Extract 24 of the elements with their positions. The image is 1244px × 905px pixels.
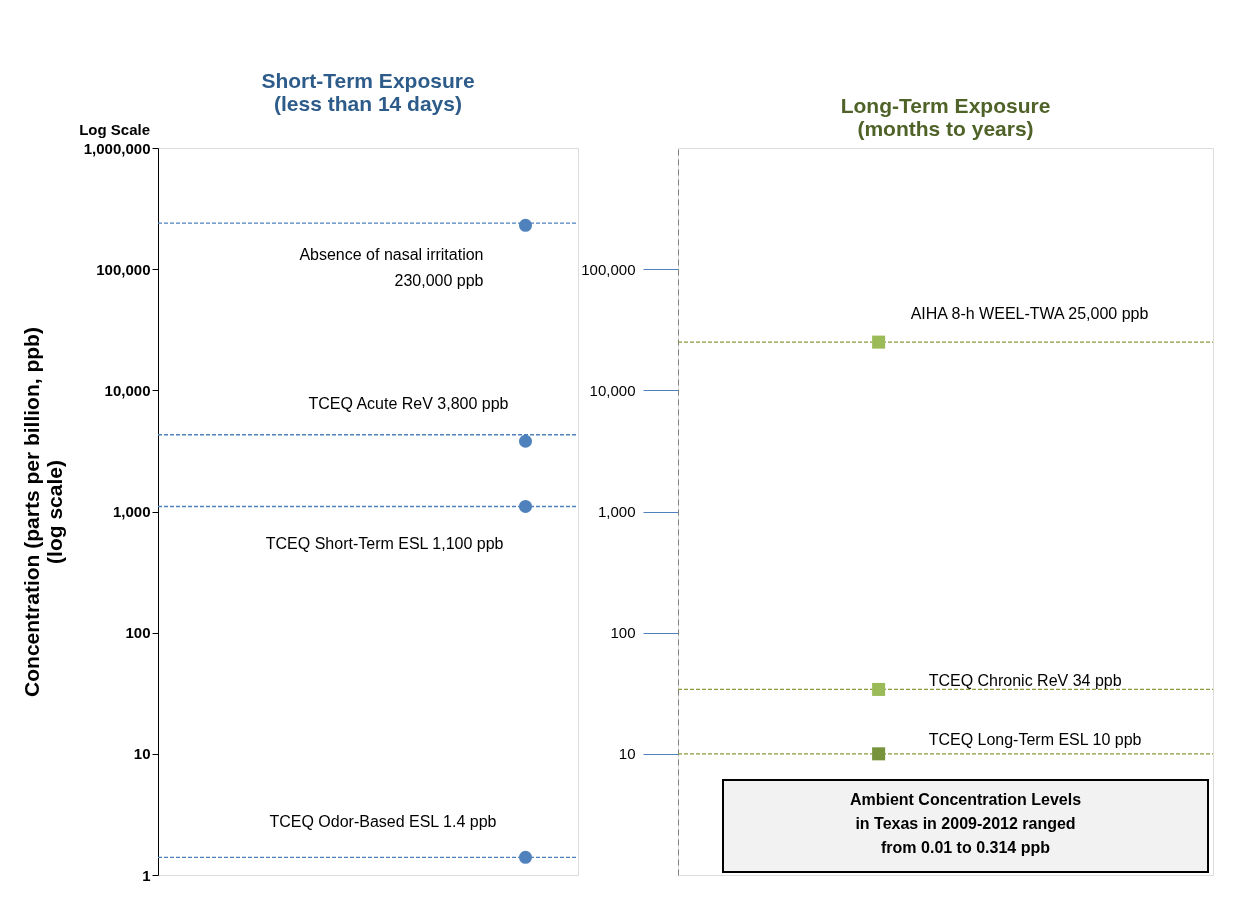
annotation: Ambient Concentration Levels in Texas in 2009-2012 ranged from 0.01 to 0.314 ppb bbox=[849, 791, 1082, 856]
y-tick-label: 1,000,000 bbox=[83, 139, 151, 157]
y-tick-label: 10 bbox=[133, 745, 151, 763]
y-tick-label: 1,000 bbox=[597, 503, 636, 520]
y-tick-label: 1 bbox=[142, 866, 151, 884]
y-tick-label: 100,000 bbox=[96, 260, 151, 278]
y-tick-label: 100,000 bbox=[581, 260, 636, 278]
y-tick-label: 100 bbox=[610, 624, 636, 642]
text: TCEQ Chronic ReV 34 ppb bbox=[928, 672, 1122, 690]
y-axis-title: Concentration (parts per billion, ppb) (log scale) bbox=[19, 327, 66, 697]
text: TCEQ Odor-Based ESL 1.4 ppb bbox=[269, 813, 497, 831]
series-label: TCEQ Short-Term ESL 1,100 ppb bbox=[265, 535, 504, 553]
y-tick-label: 10,000 bbox=[589, 381, 636, 399]
text: Log Scale bbox=[79, 121, 150, 138]
y-tick-label: 1,000 bbox=[112, 503, 151, 520]
chart-title: Long-Term Exposure (months to years) bbox=[840, 94, 1051, 140]
series-label: TCEQ Acute ReV 3,800 ppb bbox=[308, 395, 509, 413]
y-tick-label: 10 bbox=[618, 745, 636, 763]
y-tick-label: 10,000 bbox=[104, 381, 151, 399]
text: TCEQ Long-Term ESL 10 ppb bbox=[928, 730, 1142, 748]
text: Absence of nasal irritation 230,000 ppb bbox=[299, 246, 484, 290]
chart-title: Short-Term Exposure (less than 14 days) bbox=[261, 69, 475, 115]
y-tick-label: 100 bbox=[125, 624, 151, 642]
series-label: AIHA 8-h WEEL-TWA 25,000 ppb bbox=[910, 305, 1149, 323]
